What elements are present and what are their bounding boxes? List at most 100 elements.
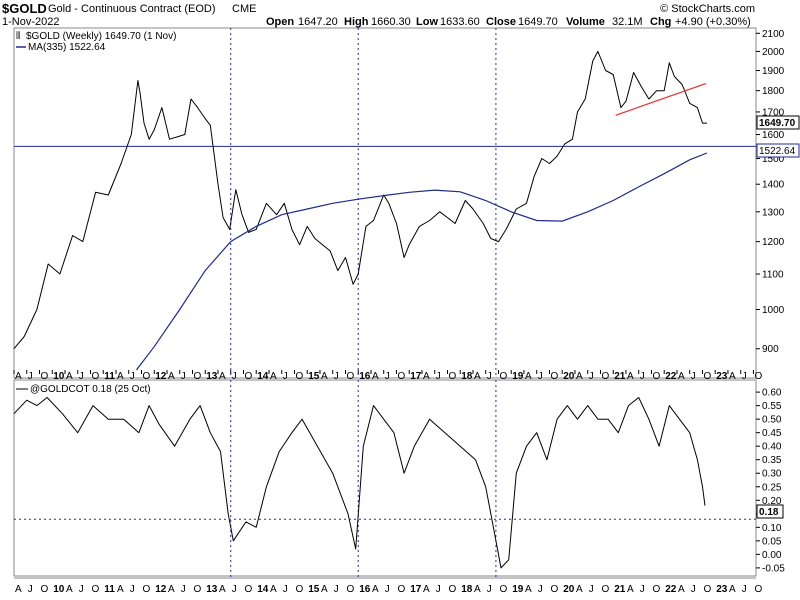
- price-y-tick-label: 1600: [762, 130, 785, 141]
- cot-x-tick-label: A: [219, 584, 226, 595]
- cot-x-tick-label: A: [270, 584, 277, 595]
- price-x-tick-label: O: [295, 371, 303, 382]
- price-x-tick-label: J: [130, 371, 135, 382]
- price-x-tick-label: J: [436, 371, 441, 382]
- price-x-tick-label: J: [691, 371, 696, 382]
- price-x-tick-label: J: [181, 371, 186, 382]
- cot-x-tick-label: 13: [206, 584, 218, 595]
- price-y-tick-label: 1000: [762, 305, 785, 316]
- cot-x-tick-label: O: [295, 584, 303, 595]
- price-x-tick-label: 12: [155, 371, 167, 382]
- price-x-tick-label: 23: [716, 371, 728, 382]
- price-legend: ⫴ $GOLD (Weekly) 1649.70 (1 Nov) MA(335)…: [16, 31, 176, 53]
- cot-x-tick-label: O: [91, 584, 99, 595]
- symbol-description: Gold - Continuous Contract (EOD): [48, 3, 216, 15]
- price-x-tick-label: O: [652, 371, 660, 382]
- cot-x-tick-label: O: [346, 584, 354, 595]
- price-x-tick-label: A: [576, 371, 583, 382]
- ma-last-marker: 1522.64: [756, 143, 800, 158]
- price-x-tick-label: A: [423, 371, 430, 382]
- price-y-tick-label: 1800: [762, 86, 785, 97]
- cot-x-tick-label: 15: [308, 584, 320, 595]
- price-x-tick-label: O: [346, 371, 354, 382]
- price-x-tick-label: A: [678, 371, 685, 382]
- volume-value: 32.1M: [612, 16, 643, 28]
- price-x-tick-label: J: [334, 371, 339, 382]
- price-x-tick-label: A: [270, 371, 277, 382]
- price-x-tick-label: O: [499, 371, 507, 382]
- cot-x-tick-label: O: [448, 584, 456, 595]
- cot-x-tick-label: A: [678, 584, 685, 595]
- price-x-tick-label: 13: [206, 371, 218, 382]
- price-x-tick-label: A: [372, 371, 379, 382]
- ma-last-value: 1522.64: [759, 146, 796, 157]
- cot-y-tick-label: 0.40: [762, 442, 782, 453]
- price-x-tick-label: 21: [614, 371, 626, 382]
- cot-x-tick-label: O: [550, 584, 558, 595]
- cot-last-marker: 0.18: [756, 504, 784, 519]
- price-x-tick-label: A: [66, 371, 73, 382]
- cot-x-tick-label: A: [525, 584, 532, 595]
- cot-y-tick-label: 0.25: [762, 482, 782, 493]
- price-y-tick-label: 1300: [762, 207, 785, 218]
- cot-series: [13, 397, 756, 569]
- close-value: 1649.70: [518, 16, 558, 28]
- cot-x-tick-label: A: [372, 584, 379, 595]
- trendline: [615, 82, 707, 116]
- price-y-tick-label: 1100: [762, 270, 784, 281]
- cot-x-tick-label: J: [181, 584, 186, 595]
- price-y-tick-label: 2000: [762, 47, 785, 58]
- price-legend-text: $GOLD (Weekly) 1649.70 (1 Nov): [26, 31, 176, 42]
- price-x-tick-label: J: [742, 371, 747, 382]
- cot-x-tick-label: 17: [410, 584, 422, 595]
- price-x-tick-label: J: [79, 371, 84, 382]
- price-x-tick-label: A: [219, 371, 226, 382]
- price-x-tick-label: 19: [512, 371, 524, 382]
- price-x-tick-label: 15: [308, 371, 320, 382]
- high-label: High: [344, 16, 369, 28]
- price-vertical-markers: [230, 28, 497, 378]
- cot-x-tick-label: A: [15, 584, 22, 595]
- goldcot-line: [13, 397, 706, 569]
- price-x-tick-label: A: [117, 371, 124, 382]
- cot-x-tick-label: O: [397, 584, 405, 595]
- cot-panel-frame: [13, 379, 757, 577]
- cot-x-tick-label: J: [640, 584, 645, 595]
- cot-x-tick-label: J: [589, 584, 594, 595]
- cot-y-tick-label: 0.10: [762, 523, 782, 534]
- cot-y-tick-label: 0.50: [762, 415, 782, 426]
- price-last-marker: 1649.70: [756, 115, 800, 130]
- price-legend-glyph: ⫴: [16, 31, 20, 42]
- open-value: 1647.20: [298, 16, 338, 28]
- cot-x-tick-label: O: [652, 584, 660, 595]
- cot-x-tick-label: O: [40, 584, 48, 595]
- credit-label: © StockCharts.com: [660, 3, 755, 15]
- price-x-tick-label: 16: [359, 371, 371, 382]
- cot-x-tick-label: A: [117, 584, 124, 595]
- price-x-tick-label: J: [385, 371, 390, 382]
- price-x-tick-label: 22: [665, 371, 677, 382]
- price-x-tick-label: 17: [410, 371, 422, 382]
- cot-y-tick-label: 0.05: [762, 536, 782, 547]
- cot-x-tick-label: A: [321, 584, 328, 595]
- price-x-tick-label: J: [232, 371, 237, 382]
- cot-x-tick-label: 12: [155, 584, 167, 595]
- open-label: Open: [266, 16, 294, 28]
- close-label: Close: [486, 16, 516, 28]
- cot-x-tick-label: J: [487, 584, 492, 595]
- cot-x-tick-label: A: [423, 584, 430, 595]
- price-x-tick-label: O: [703, 371, 711, 382]
- cot-x-tick-label: J: [742, 584, 747, 595]
- price-x-tick-label: O: [91, 371, 99, 382]
- cot-x-tick-label: 19: [512, 584, 524, 595]
- price-x-tick-label: J: [28, 371, 33, 382]
- cot-y-tick-label: 0.55: [762, 401, 782, 412]
- high-value: 1660.30: [371, 16, 411, 28]
- price-x-tick-label: J: [589, 371, 594, 382]
- cot-x-tick-label: A: [627, 584, 634, 595]
- cot-x-tick-label: A: [729, 584, 736, 595]
- cot-x-tick-label: A: [168, 584, 175, 595]
- cot-x-tick-label: 16: [359, 584, 371, 595]
- price-x-tick-label: O: [193, 371, 201, 382]
